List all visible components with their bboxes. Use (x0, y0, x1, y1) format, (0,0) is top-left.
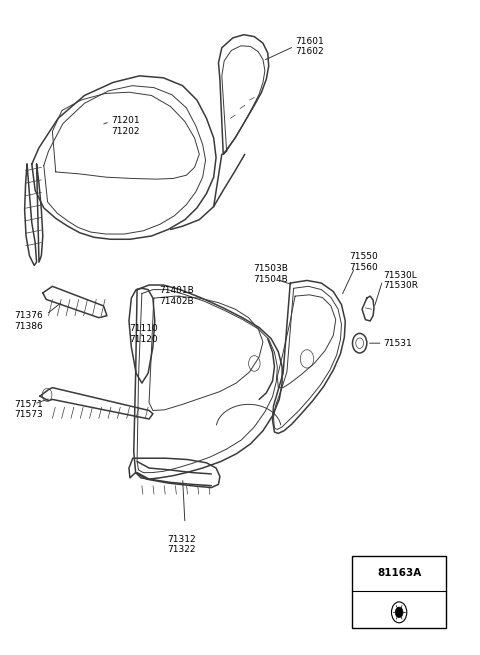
Text: 81163A: 81163A (377, 568, 421, 578)
Text: 71530L
71530R: 71530L 71530R (384, 271, 419, 290)
Text: 71312
71322: 71312 71322 (167, 534, 196, 554)
Text: 71601
71602: 71601 71602 (295, 37, 324, 56)
Text: 71201
71202: 71201 71202 (111, 117, 139, 136)
Circle shape (396, 607, 403, 618)
Text: 71550
71560: 71550 71560 (349, 252, 378, 272)
Text: 71376
71386: 71376 71386 (14, 311, 43, 331)
Text: 71110
71120: 71110 71120 (129, 324, 158, 344)
Text: 71531: 71531 (384, 339, 412, 348)
FancyBboxPatch shape (352, 556, 446, 628)
Text: 71503B
71504B: 71503B 71504B (253, 264, 288, 284)
Text: 71401B
71402B: 71401B 71402B (159, 286, 194, 306)
Text: 71571
71573: 71571 71573 (14, 400, 43, 419)
